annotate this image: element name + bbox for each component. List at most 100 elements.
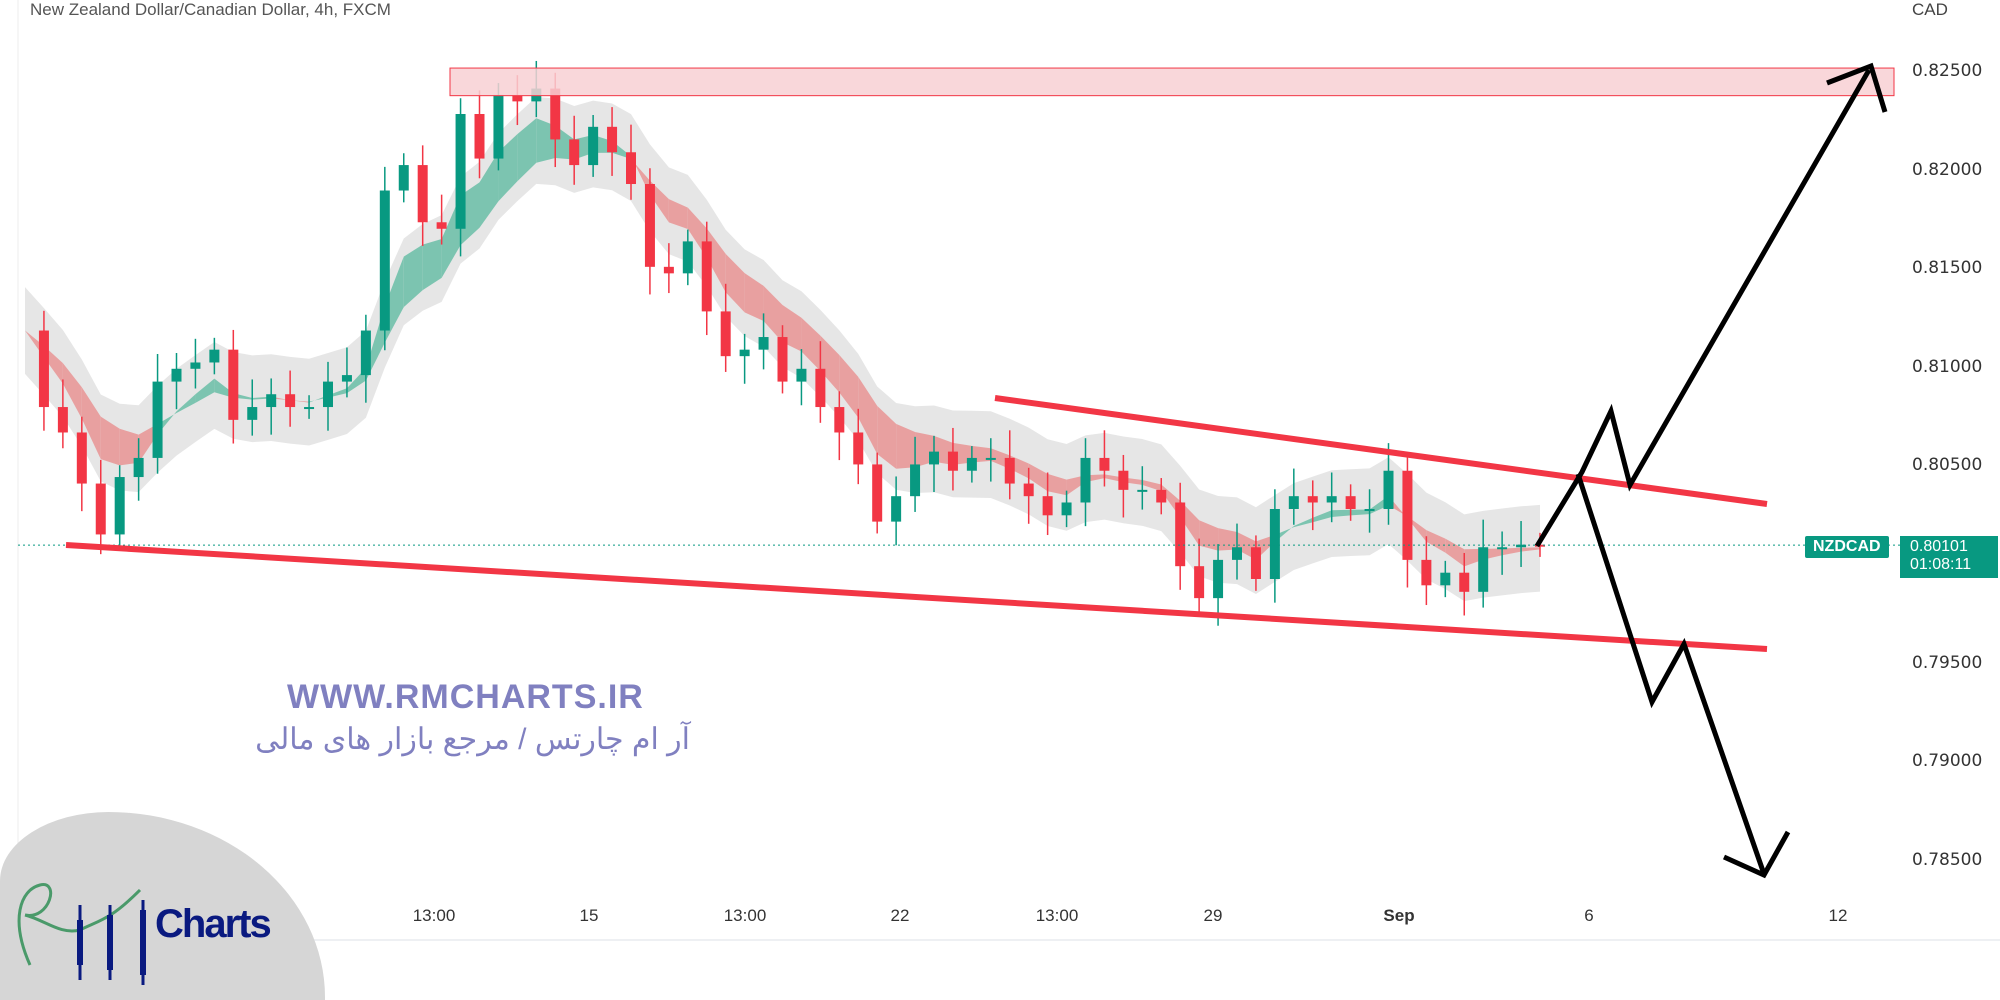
candle[interactable]: [95, 483, 106, 535]
channel-lower-line[interactable]: [65, 542, 1768, 652]
price-tick: 0.82000: [1912, 159, 1983, 180]
candle[interactable]: [1156, 489, 1167, 503]
candle[interactable]: [626, 152, 636, 185]
candle[interactable]: [266, 394, 277, 408]
candle[interactable]: [1421, 559, 1432, 586]
candle[interactable]: [1118, 470, 1129, 490]
candle[interactable]: [1383, 470, 1394, 509]
band-segment: [668, 199, 688, 229]
resistance-zone[interactable]: [449, 67, 1895, 97]
candle[interactable]: [323, 381, 333, 408]
candle[interactable]: [114, 477, 125, 535]
candle[interactable]: [1269, 508, 1280, 580]
rm-logo-icon: [17, 883, 146, 985]
band-segment: [1199, 520, 1219, 551]
candle[interactable]: [947, 451, 958, 471]
candle[interactable]: [1288, 496, 1299, 509]
candle[interactable]: [1497, 547, 1508, 550]
candle[interactable]: [379, 190, 390, 331]
candle[interactable]: [171, 368, 182, 382]
candle[interactable]: [1250, 547, 1261, 580]
candle[interactable]: [1516, 544, 1527, 548]
candle[interactable]: [550, 88, 561, 140]
band-segment: [195, 378, 215, 403]
candle[interactable]: [777, 337, 788, 382]
candle[interactable]: [872, 464, 883, 522]
candle[interactable]: [228, 349, 239, 420]
candle[interactable]: [739, 349, 750, 357]
candle[interactable]: [1061, 502, 1072, 516]
candle[interactable]: [133, 457, 144, 478]
candle[interactable]: [1364, 508, 1375, 511]
candle[interactable]: [1326, 496, 1337, 503]
candle[interactable]: [436, 222, 447, 229]
candle[interactable]: [1307, 496, 1318, 503]
channel-upper-line[interactable]: [994, 395, 1768, 507]
candle[interactable]: [57, 407, 68, 433]
chart-title: New Zealand Dollar/Canadian Dollar, 4h, …: [30, 0, 391, 19]
candle[interactable]: [190, 362, 201, 369]
candle[interactable]: [247, 407, 258, 420]
candle[interactable]: [493, 94, 504, 159]
candle[interactable]: [1099, 457, 1110, 471]
candle[interactable]: [1213, 559, 1224, 599]
candle[interactable]: [1478, 547, 1489, 592]
candle[interactable]: [663, 266, 674, 274]
candle[interactable]: [910, 464, 921, 497]
candle[interactable]: [512, 94, 523, 102]
candle[interactable]: [417, 165, 428, 223]
price-tick: 0.79000: [1912, 751, 1983, 772]
candle[interactable]: [682, 241, 693, 274]
candle[interactable]: [1232, 547, 1242, 560]
candle[interactable]: [607, 126, 618, 153]
bullish-projection-arrow[interactable]: [1534, 68, 1872, 548]
candle[interactable]: [1459, 572, 1470, 592]
candle[interactable]: [38, 330, 49, 408]
candle[interactable]: [891, 496, 902, 522]
candle[interactable]: [398, 165, 409, 191]
candle[interactable]: [1345, 496, 1356, 509]
candle[interactable]: [644, 184, 655, 267]
candle[interactable]: [1440, 572, 1451, 586]
band-segment: [422, 239, 442, 291]
band-segment: [858, 376, 878, 455]
candle[interactable]: [588, 126, 599, 166]
candle[interactable]: [720, 311, 731, 357]
time-tick: 13:00: [723, 906, 767, 925]
candle[interactable]: [701, 241, 712, 312]
watermark-site: WWW.RMCHARTS.IR: [287, 678, 644, 716]
time-tick: 6: [1584, 906, 1594, 925]
candle[interactable]: [929, 451, 939, 465]
time-tick: Sep: [1383, 906, 1415, 925]
candle[interactable]: [341, 375, 352, 382]
candle[interactable]: [758, 337, 769, 350]
candle[interactable]: [815, 368, 826, 408]
candle[interactable]: [304, 407, 315, 410]
candle[interactable]: [360, 330, 371, 376]
candle[interactable]: [1023, 483, 1034, 497]
candle[interactable]: [834, 407, 845, 433]
candle[interactable]: [1004, 457, 1015, 484]
candle[interactable]: [1137, 489, 1148, 492]
band-segment: [877, 405, 897, 469]
candle[interactable]: [966, 457, 977, 471]
candle[interactable]: [76, 432, 87, 484]
candle[interactable]: [209, 349, 220, 363]
candle[interactable]: [285, 394, 296, 408]
band-segment: [1521, 547, 1540, 552]
candle[interactable]: [455, 114, 466, 229]
candle[interactable]: [474, 114, 485, 159]
candle[interactable]: [1402, 470, 1413, 560]
candle[interactable]: [853, 432, 864, 465]
candle[interactable]: [569, 139, 580, 166]
candle[interactable]: [1042, 496, 1053, 516]
candle[interactable]: [1175, 502, 1186, 567]
candle[interactable]: [796, 368, 807, 382]
bearish-projection-arrow[interactable]: [1575, 473, 1767, 875]
candle[interactable]: [152, 381, 163, 458]
candle[interactable]: [1080, 457, 1091, 503]
candle[interactable]: [1194, 566, 1205, 599]
candle[interactable]: [985, 457, 996, 460]
band-segment: [1502, 547, 1522, 556]
